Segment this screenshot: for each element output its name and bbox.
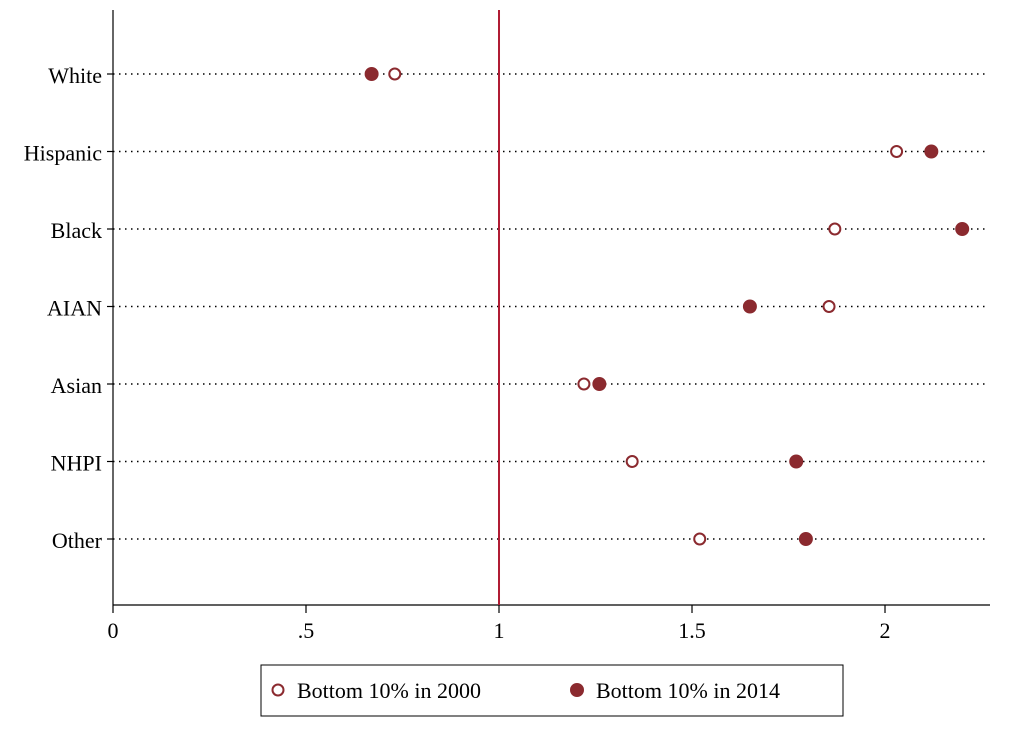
dot	[388, 67, 402, 81]
dot	[592, 377, 607, 391]
dot	[798, 532, 813, 546]
legend-label: Bottom 10% in 2000	[297, 678, 481, 703]
dot	[890, 145, 904, 158]
x-tick-label: 1.5	[678, 618, 706, 643]
dot	[955, 222, 970, 236]
y-tick-label: Hispanic	[24, 141, 102, 166]
y-tick-label: Other	[52, 528, 103, 553]
dot	[364, 67, 379, 81]
dot	[625, 455, 639, 468]
y-tick-label: AIAN	[47, 296, 102, 321]
legend-marker	[271, 683, 285, 697]
dot	[828, 222, 842, 236]
y-tick-label: Black	[51, 218, 102, 243]
y-tick-label: NHPI	[51, 451, 102, 476]
legend-box	[260, 664, 844, 717]
x-tick-label: .5	[298, 618, 315, 643]
legend-marker	[570, 683, 584, 697]
x-tick-label: 2	[880, 618, 891, 643]
dot	[789, 454, 804, 469]
dot	[693, 532, 707, 546]
dot	[924, 144, 939, 159]
x-tick-label: 0	[108, 618, 119, 643]
x-tick-label: 1	[494, 618, 505, 643]
dot	[577, 377, 591, 391]
dot	[822, 300, 836, 313]
legend-label: Bottom 10% in 2014	[596, 678, 780, 703]
dot	[742, 299, 757, 314]
y-tick-label: White	[48, 63, 102, 88]
y-tick-label: Asian	[51, 373, 102, 398]
